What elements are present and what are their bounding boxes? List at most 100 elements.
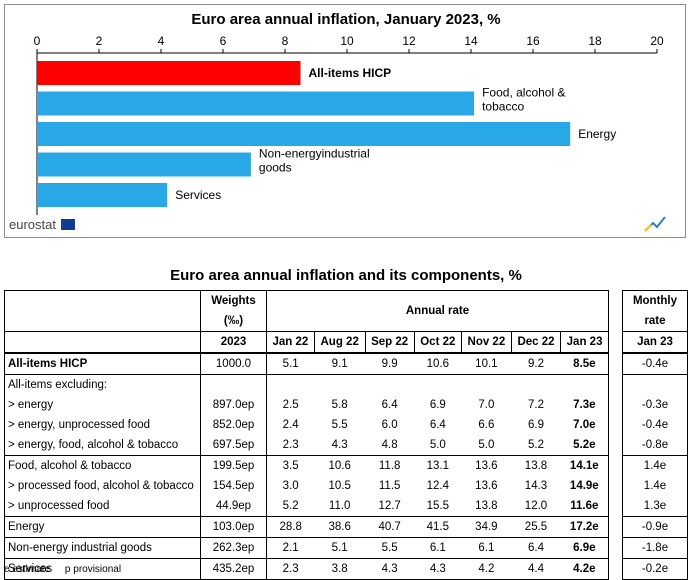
monthly-cell: -0.4e: [622, 352, 688, 375]
monthly-cell: -0.8e: [622, 435, 688, 456]
table-row: [622, 374, 688, 395]
table-cell: 4.3: [331, 439, 348, 451]
table-row: > energy, unprocessed food 852.0ep 2.4 5.5 6…: [4, 415, 609, 435]
table-cell: 4.2: [461, 558, 512, 580]
monthly-cell: -0.2e: [622, 558, 688, 580]
table-cell: 7.3e: [560, 395, 609, 415]
table-cell: 5.0: [478, 439, 495, 451]
bar-label: goods: [259, 161, 292, 175]
table-cell: 262.3ep: [200, 537, 267, 559]
table-cell: 4.2e: [560, 558, 609, 580]
bar: [37, 152, 251, 177]
chart-title: Euro area annual inflation, January 2023…: [191, 11, 500, 28]
bar: [37, 183, 168, 207]
table-row: -0.4e: [622, 415, 688, 435]
table-cell: 13.1: [414, 455, 462, 476]
monthly-column-header: Jan 23: [622, 331, 688, 353]
table-row: 1.3e: [622, 496, 688, 517]
x-tick-label: 20: [650, 34, 664, 48]
table-cell: 1000.0: [200, 352, 267, 375]
table-cell: 7.2: [527, 399, 544, 411]
table-cell: 2.1: [266, 537, 315, 559]
table-cell: 11.0: [328, 500, 351, 512]
table-cell: 25.5: [511, 516, 561, 538]
table-cell: 6.9e: [560, 537, 609, 559]
column-header: Sep 22: [365, 331, 415, 353]
table-row: -0.2e: [622, 558, 688, 580]
monthly-cell: 1.4e: [622, 455, 688, 476]
table-cell: 13.6: [461, 455, 512, 476]
footnote: e estimate p provisional: [4, 564, 133, 575]
table-cell: 34.9: [461, 516, 512, 538]
table-cell: 2.5: [282, 399, 299, 411]
table-cell: 6.0: [381, 419, 398, 431]
table-cell: 2.3: [266, 558, 315, 580]
monthly-cell: -0.3e: [622, 395, 688, 415]
table-cell: 3.5: [266, 455, 315, 476]
table-cell: 14.1e: [560, 455, 609, 476]
monthly-cell: -0.9e: [622, 516, 688, 538]
table-cell: 4.8: [381, 439, 398, 451]
table-cell: 6.4: [511, 537, 561, 559]
table-cell: [365, 374, 415, 395]
table-cell: 5.2: [282, 500, 299, 512]
x-tick-label: 10: [340, 34, 354, 48]
table-cell: 10.5: [328, 480, 351, 492]
bar: [37, 91, 475, 116]
table-cell: 11.6e: [560, 496, 609, 517]
table-row: > energy, food, alcohol & tobacco 697.5ep…: [4, 435, 609, 456]
table-row: -0.9e: [622, 516, 688, 538]
table-cell: [314, 374, 366, 395]
monthly-header-line1: Monthly: [622, 290, 688, 311]
chart-panel: Euro area annual inflation, January 2023…: [4, 4, 686, 238]
monthly-cell: 1.4e: [622, 476, 688, 496]
table-title: Euro area annual inflation and its compo…: [170, 267, 522, 284]
monthly-cell: [622, 374, 688, 395]
table-cell: 4.3: [414, 558, 462, 580]
monthly-rate-table: Monthly rate Jan 23 -0.4e -0.3e -0.4e -0.8e…: [622, 290, 688, 580]
table-row: Non-energy industrial goods 262.3ep 2.1 5.1…: [4, 537, 609, 559]
footnote-provisional: p provisional: [64, 564, 122, 575]
table-cell: 10.1: [461, 352, 512, 375]
table-cell: 5.5: [365, 537, 415, 559]
table-cell: 9.1: [314, 352, 366, 375]
table-cell: 6.1: [414, 537, 462, 559]
table-row: -1.8e: [622, 537, 688, 559]
row-label: > energy, food, alcohol & tobacco: [4, 435, 201, 456]
table-cell: 5.8: [331, 399, 348, 411]
table-row: > energy 897.0ep 2.5 5.8 6.4 6.9 7.0 7.2 7.3e: [4, 395, 609, 415]
inflation-components-table: Weights Annual rate (‰) 2023 Jan 22 Aug 22…: [4, 290, 609, 580]
table-cell: 6.6: [478, 419, 495, 431]
table-cell: 5.0: [429, 439, 446, 451]
x-tick-label: 6: [220, 34, 227, 48]
table-cell: 44.9ep: [200, 496, 267, 517]
table-cell: 5.1: [266, 352, 315, 375]
table-cell: 6.9: [429, 399, 446, 411]
table-cell: [461, 374, 512, 395]
row-label: > unprocessed food: [4, 496, 201, 517]
table-cell: 14.3: [524, 480, 548, 492]
row-label: > energy: [4, 395, 201, 415]
table-row: -0.4e: [622, 352, 688, 375]
table-row: > unprocessed food 44.9ep 5.2 11.0 12.7 15.5 1…: [4, 496, 609, 517]
bar-label: Non-energyindustrial: [259, 147, 370, 161]
bar: [37, 122, 571, 146]
table-cell: [414, 374, 462, 395]
x-tick-label: 0: [34, 34, 41, 48]
bar-label: Food, alcohol &: [482, 86, 565, 100]
table-row: All-items excluding:: [4, 374, 609, 395]
x-tick-label: 16: [526, 34, 540, 48]
table-cell: 5.2e: [560, 435, 609, 456]
row-label: > processed food, alcohol & tobacco: [4, 476, 201, 496]
table-cell: 8.5e: [560, 352, 609, 375]
table-row: 1.4e: [622, 476, 688, 496]
x-tick-label: 14: [464, 34, 478, 48]
bar-label: All-items HICP: [309, 66, 392, 80]
table-cell: 13.8: [475, 500, 498, 512]
column-header: Oct 22: [414, 331, 462, 353]
table-cell: 199.5ep: [200, 455, 267, 476]
table-cell: 6.4: [381, 399, 398, 411]
column-header: 2023: [200, 331, 267, 353]
table-cell: 11.8: [365, 455, 415, 476]
table-row: Services 435.2ep 2.3 3.8 4.3 4.3 4.2 4.4 4.2e: [4, 558, 609, 580]
